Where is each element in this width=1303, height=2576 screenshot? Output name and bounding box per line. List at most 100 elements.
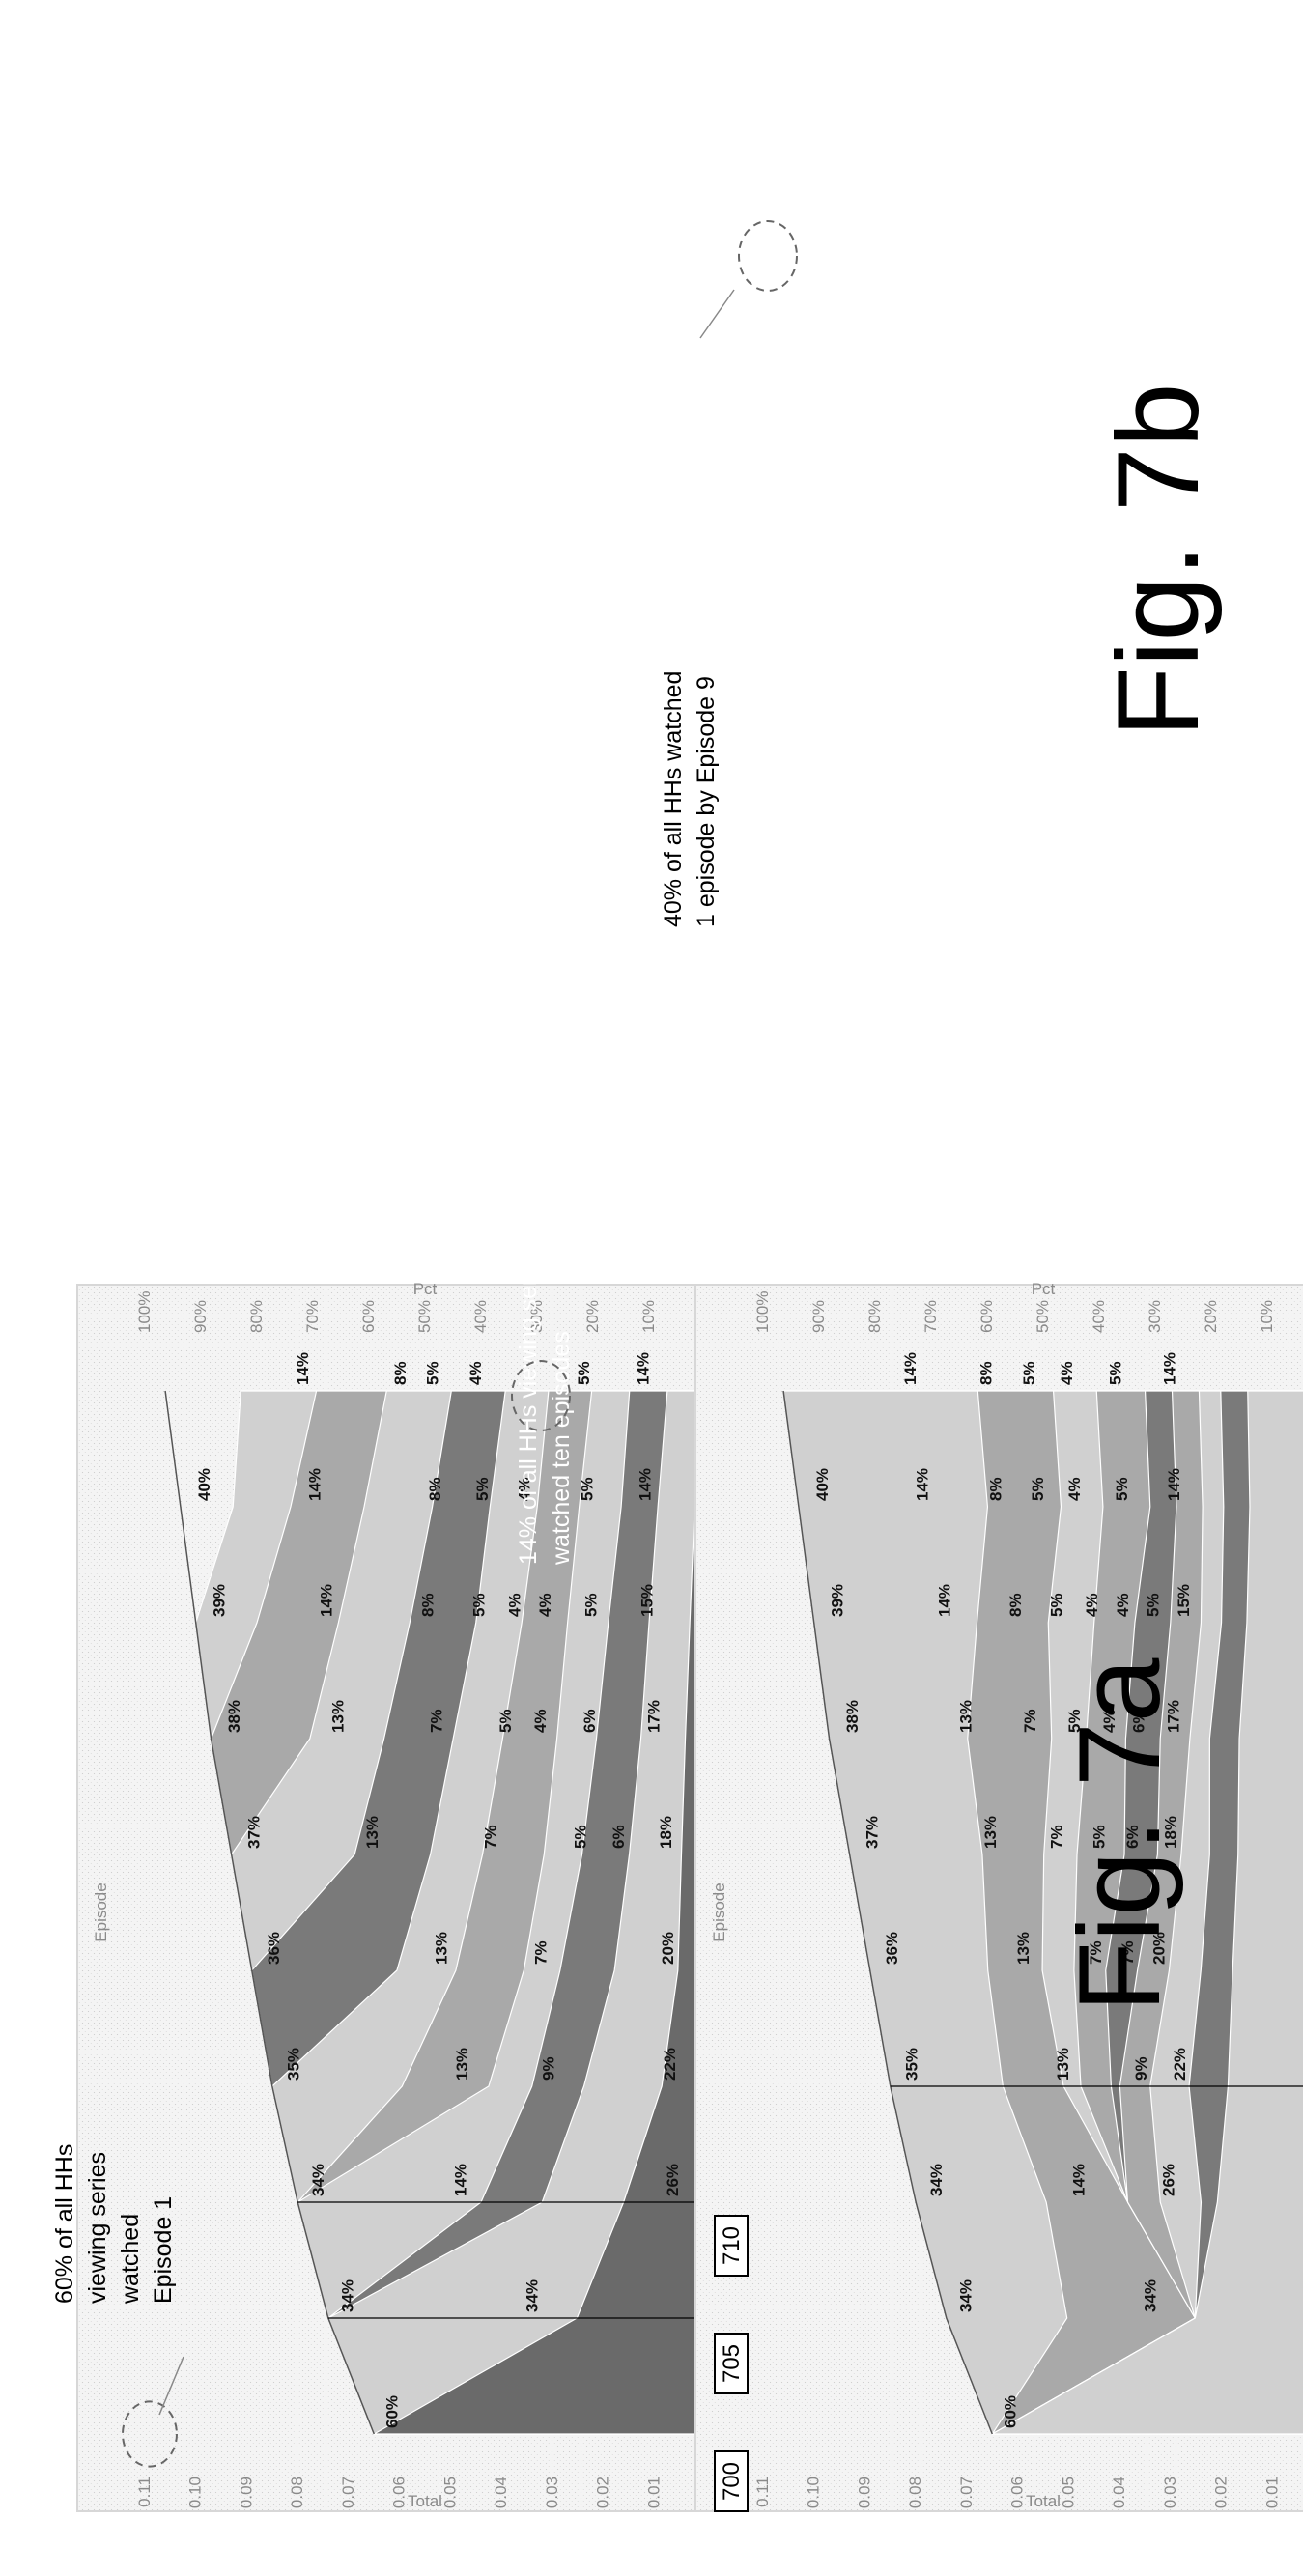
data-label: 4% — [505, 1593, 524, 1617]
y-tick-label: 0.06 — [390, 2477, 409, 2508]
y-tick-label: 0.04 — [1110, 2477, 1128, 2508]
data-label: 4% — [1100, 1709, 1119, 1733]
data-label: 34% — [339, 2279, 357, 2312]
data-label: 8% — [419, 1593, 438, 1617]
data-label: 14% — [305, 1468, 324, 1501]
data-label: 6% — [581, 1709, 599, 1733]
y2-axis-title: Pct — [1032, 1280, 1056, 1298]
x-axis-title: Episode — [710, 1882, 728, 1941]
data-label: 4% — [467, 1361, 485, 1385]
x-axis-title: Episode — [92, 1882, 110, 1941]
data-label: 5% — [473, 1477, 492, 1501]
data-label: 7% — [532, 1940, 551, 1965]
data-label: 9% — [1132, 2056, 1150, 2081]
data-label: 14% — [1069, 2164, 1088, 2196]
data-label: 17% — [645, 1700, 664, 1733]
data-label: 14% — [913, 1468, 931, 1501]
data-label: 60% — [1002, 2395, 1020, 2428]
data-label: 18% — [1161, 1816, 1179, 1849]
ref-705: 705 — [714, 2333, 749, 2394]
series-area-band — [990, 1390, 1303, 2435]
data-label: 38% — [225, 1700, 243, 1733]
y-axis-title: Total — [408, 2492, 442, 2510]
figure-7a: 12345678910Episode0.000.010.020.030.040.… — [76, 1280, 783, 2512]
data-label: 14% — [294, 1352, 312, 1385]
data-label: 7% — [1021, 1709, 1039, 1733]
data-label: 5% — [579, 1477, 597, 1501]
data-label: 37% — [863, 1816, 881, 1849]
data-label: 5% — [572, 1825, 590, 1849]
data-label: 5% — [1029, 1477, 1047, 1501]
data-label: 5% — [1144, 1593, 1162, 1617]
data-label: 39% — [211, 1584, 229, 1617]
data-label: 8% — [391, 1361, 410, 1385]
data-label: 15% — [637, 1584, 656, 1617]
data-label: 4% — [1083, 1593, 1101, 1617]
data-label: 36% — [883, 1932, 901, 1965]
annotation-line: viewing series — [84, 2152, 111, 2304]
data-label: 4% — [515, 1477, 533, 1501]
y-tick-label: 0.05 — [1059, 2477, 1077, 2508]
y2-tick-label: 40% — [1090, 1300, 1108, 1333]
annotation-ten-episodes: 14% of all HHs viewing series watched ten… — [515, 1247, 575, 1566]
data-label: 5% — [1065, 1709, 1084, 1733]
data-label: 14% — [636, 1468, 654, 1501]
y-axis-title: Total — [1026, 2492, 1061, 2510]
annotation-episode9: 40% of all HHs watched 1 episode by Episo… — [660, 671, 720, 927]
data-label: 5% — [496, 1709, 515, 1733]
data-label: 34% — [1142, 2279, 1160, 2312]
data-label: 5% — [1047, 1593, 1065, 1617]
callout-circle-episode1 — [122, 2400, 178, 2468]
reference-box — [714, 2215, 749, 2277]
data-label: 4% — [536, 1593, 554, 1617]
y2-axis-ticks: 0%10%20%30%40%50%60%70%80%90%100% — [135, 1291, 714, 1333]
data-label: 5% — [581, 1593, 600, 1617]
y2-tick-label: 40% — [471, 1300, 490, 1333]
data-label: 8% — [977, 1361, 995, 1385]
data-label: 13% — [363, 1816, 382, 1849]
data-label: 14% — [901, 1352, 920, 1385]
annotation-episode1: 60% of all HHs viewing series watched Episo… — [51, 2144, 177, 2305]
y-axis-ticks: 0.000.010.020.030.040.050.060.070.080.09… — [135, 2477, 714, 2508]
reference-numeral: 710 — [719, 2226, 745, 2265]
figure-label-7b: Fig. 7b — [1093, 383, 1223, 738]
data-label: 5% — [1091, 1825, 1109, 1849]
y-tick-label: 0.03 — [543, 2477, 561, 2508]
reference-numeral: 705 — [719, 2344, 745, 2383]
data-label: 18% — [657, 1816, 675, 1849]
y-tick-label: 0.05 — [440, 2477, 459, 2508]
data-label: 5% — [1113, 1477, 1131, 1501]
data-label: 26% — [1159, 2164, 1177, 2196]
y2-tick-label: 20% — [583, 1300, 602, 1333]
y-tick-label: 0.07 — [957, 2477, 976, 2508]
y-tick-label: 0.11 — [135, 2477, 154, 2507]
y2-tick-label: 100% — [753, 1291, 772, 1333]
data-label: 4% — [1065, 1477, 1084, 1501]
callout-leader — [699, 289, 735, 339]
y-tick-label: 0.04 — [492, 2477, 510, 2508]
data-label: 6% — [609, 1825, 628, 1849]
data-label: 13% — [981, 1816, 1000, 1849]
y-tick-label: 0.08 — [288, 2477, 306, 2508]
annotation-line: 14% of all HHs viewing series — [515, 1247, 542, 1565]
annotation-line: Episode 1 — [150, 2196, 177, 2304]
annotation-line: 60% of all HHs — [51, 2144, 78, 2304]
data-label: 14% — [1160, 1352, 1178, 1385]
data-label: 7% — [1119, 1940, 1137, 1965]
data-label: 8% — [426, 1477, 444, 1501]
y-tick-label: 0.01 — [644, 2477, 663, 2508]
y2-tick-label: 30% — [527, 1300, 546, 1333]
y2-tick-label: 50% — [1034, 1300, 1052, 1333]
y2-tick-label: 10% — [1258, 1300, 1276, 1333]
data-label: 13% — [1014, 1932, 1033, 1965]
y-tick-label: 0.11 — [753, 2477, 772, 2507]
total-line — [782, 1390, 993, 2435]
y2-tick-label: 70% — [921, 1300, 940, 1333]
data-label: 14% — [451, 2164, 469, 2196]
y-tick-label: 0.01 — [1262, 2477, 1281, 2508]
data-label: 60% — [383, 2395, 402, 2428]
y2-tick-label: 10% — [639, 1300, 658, 1333]
data-label: 7% — [482, 1825, 500, 1849]
